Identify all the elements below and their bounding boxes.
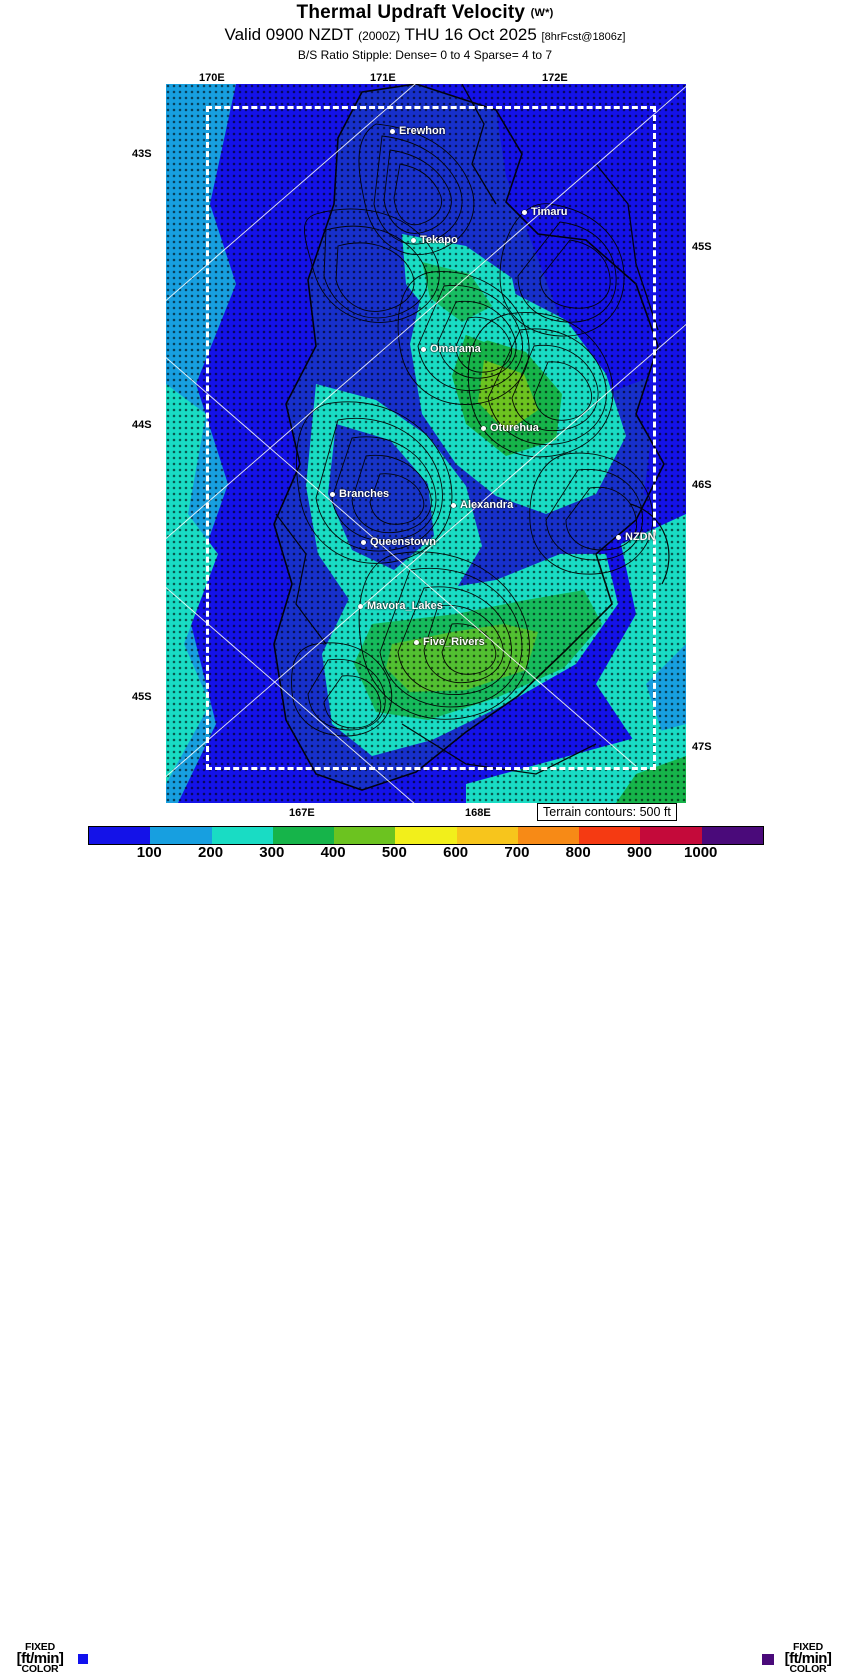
station-marker: Mavora_Lakes [358,600,443,612]
station-dot-icon [451,502,456,508]
colorbar-tick: 200 [198,844,224,861]
station-dot-icon [522,209,527,215]
lat-tick-label-right: 45S [692,241,712,253]
colorbar-tick: 700 [504,844,530,861]
colorbar-segment[interactable] [395,827,457,844]
station-label: Branches [339,488,390,500]
station-dot-icon [361,539,366,545]
colorbar-segment[interactable] [517,827,580,844]
station-label: Queenstown [370,536,437,548]
station-label: Erewhon [399,125,446,137]
title-block: Thermal Updraft Velocity (W*) Valid 0900… [0,2,850,63]
colorbar-segment[interactable] [640,827,702,844]
lat-tick-label-right: 47S [692,741,712,753]
colorbar-segment[interactable] [211,827,273,844]
lon-tick-label-bottom: 167E [289,807,315,819]
colorbar-tick-labels: 100 200 300 400 500 600 700 800 900 1000 [88,844,762,862]
colorbar-tick: 900 [626,844,652,861]
station-dot-icon [421,346,426,352]
lat-tick-label-right: 46S [692,479,712,491]
forecast-domain-box [206,106,656,770]
station-label: NZDN [625,531,656,543]
valid-time-line: Valid 0900 NZDT (2000Z) THU 16 Oct 2025 … [0,25,850,47]
station-label: Mavora_Lakes [367,600,443,612]
colorbar-segment[interactable] [272,827,335,844]
colorbar-right-fixed: FIXED [793,1641,823,1653]
colorbar-segment[interactable] [456,827,518,844]
lat-tick-label-left: 44S [132,419,152,431]
chart-title-superscript: (W*) [530,7,554,19]
station-labels: Erewhon Timaru Tekapo Omarama Oturehua Branch… [166,84,686,803]
station-dot-icon [481,425,486,431]
colorbar-tick: 400 [320,844,346,861]
station-marker: Five_Rivers [414,636,485,648]
station-marker: Alexandra [451,499,513,511]
station-marker: Queenstown [361,536,436,548]
valid-zulu-time: (2000Z) [358,29,401,43]
colorbar-tick: 800 [565,844,591,861]
colorbar-tick: 100 [136,844,162,861]
station-label: Oturehua [490,422,539,434]
station-dot-icon [330,491,335,497]
forecast-map[interactable]: Erewhon Timaru Tekapo Omarama Oturehua Branch… [166,84,686,803]
colorbar-tick: 500 [381,844,407,861]
station-label: Five_Rivers [423,636,485,648]
colorbar-right-label: FIXED [ft/min] COLOR [766,1642,850,1675]
colorbar-left-fixed: FIXED [25,1641,55,1653]
colorbar-legend: FIXED [ft/min] COLOR 100 200 300 400 500 600 7… [0,824,850,1675]
colorbar-tick: 600 [443,844,469,861]
station-marker: Omarama [421,343,481,355]
lat-tick-label-left: 45S [132,691,152,703]
colorbar-tick: 300 [259,844,285,861]
colorbar-right-color: COLOR [789,1663,827,1675]
colorbar-segment[interactable] [89,827,151,844]
valid-date: THU 16 Oct 2025 [404,25,537,44]
station-marker: Erewhon [390,125,445,137]
chart-title: Thermal Updraft Velocity (W*) [0,2,850,24]
colorbar-left-label: FIXED [ft/min] COLOR [0,1642,82,1675]
station-label: Timaru [531,206,568,218]
colorbar-segment[interactable] [334,827,396,844]
station-marker: Tekapo [411,234,458,246]
station-marker: Timaru [522,206,567,218]
lon-tick-label-top: 172E [542,72,568,84]
colorbar-left-units: [ft/min] [16,1650,64,1667]
station-marker: Branches [330,488,389,500]
stipple-legend-note: B/S Ratio Stipple: Dense= 0 to 4 Sparse=… [297,48,553,62]
lon-tick-label-top: 171E [370,72,396,84]
station-dot-icon [616,534,621,540]
station-marker: NZDN [616,531,656,543]
lat-tick-label-left: 43S [132,148,152,160]
forecast-hour: [8hrFcst@1806z] [541,31,626,43]
colorbar-segment[interactable] [150,827,212,844]
colorbar-right-units: [ft/min] [784,1650,832,1667]
lon-tick-label-top: 170E [199,72,225,84]
colorbar-left-color: COLOR [21,1663,59,1675]
terrain-contour-note: Terrain contours: 500 ft [537,803,677,821]
colorbar-gradient[interactable] [88,826,764,845]
station-marker: Oturehua [481,422,539,434]
station-dot-icon [414,639,419,645]
colorbar-segment[interactable] [701,827,763,844]
station-dot-icon [390,128,395,134]
colorbar-tick: 1000 [684,844,718,861]
station-dot-icon [411,237,416,243]
valid-local-time: Valid 0900 NZDT [224,25,354,44]
station-label: Alexandra [460,499,514,511]
chart-title-main: Thermal Updraft Velocity [296,2,526,23]
colorbar-segment[interactable] [579,827,641,844]
station-label: Omarama [430,343,481,355]
lon-tick-label-bottom: 168E [465,807,491,819]
station-label: Tekapo [420,234,458,246]
station-dot-icon [358,603,363,609]
